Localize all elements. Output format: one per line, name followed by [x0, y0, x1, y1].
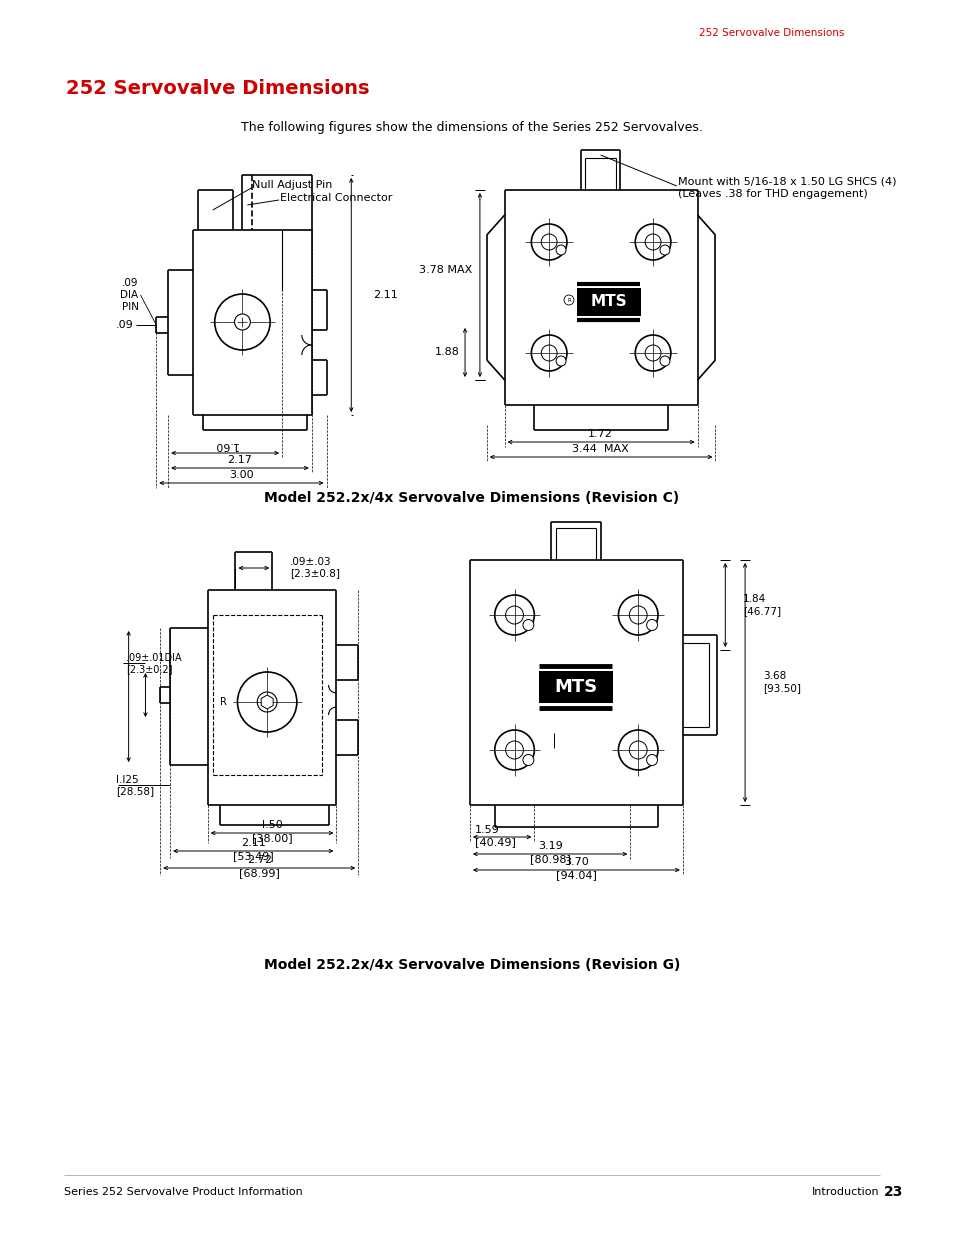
Text: Null Adjust Pin: Null Adjust Pin [252, 180, 333, 190]
Circle shape [522, 620, 534, 631]
Circle shape [646, 755, 657, 766]
Text: .09: .09 [115, 320, 133, 330]
Circle shape [257, 692, 276, 713]
Text: .09
DIA
PIN: .09 DIA PIN [120, 278, 138, 311]
Circle shape [659, 356, 669, 366]
Text: .09±.03: .09±.03 [290, 557, 332, 567]
Text: (Leaves .38 for THD engagement): (Leaves .38 for THD engagement) [677, 189, 866, 199]
Circle shape [635, 224, 670, 261]
Text: [94.04]: [94.04] [556, 869, 597, 881]
Circle shape [495, 595, 534, 635]
Text: Mount with 5/16-18 x 1.50 LG SHCS (4): Mount with 5/16-18 x 1.50 LG SHCS (4) [677, 177, 896, 186]
Circle shape [556, 245, 565, 254]
FancyBboxPatch shape [538, 671, 613, 703]
Text: Introduction: Introduction [811, 1187, 878, 1197]
Text: Model 252.2x/4x Servovalve Dimensions (Revision G): Model 252.2x/4x Servovalve Dimensions (R… [264, 958, 679, 972]
Text: R: R [219, 697, 226, 706]
Text: 3.78 MAX: 3.78 MAX [418, 266, 472, 275]
Text: l.l25: l.l25 [115, 776, 138, 785]
Circle shape [644, 345, 660, 361]
Text: 2.11: 2.11 [373, 290, 397, 300]
Text: 23: 23 [882, 1186, 902, 1199]
Circle shape [629, 606, 646, 624]
Text: 1.59: 1.59 [475, 825, 499, 835]
Circle shape [646, 620, 657, 631]
Text: 252 Servovalve Dimensions: 252 Servovalve Dimensions [699, 28, 843, 38]
Text: [28.58]: [28.58] [115, 785, 153, 797]
FancyBboxPatch shape [577, 288, 640, 316]
Text: R: R [566, 298, 570, 303]
Circle shape [540, 345, 557, 361]
Text: [68.99]: [68.99] [238, 868, 279, 878]
Text: 2.11: 2.11 [241, 839, 265, 848]
Text: Series 252 Servovalve Product Information: Series 252 Servovalve Product Informatio… [64, 1187, 303, 1197]
Text: [2.3±0.8]: [2.3±0.8] [290, 568, 339, 578]
Text: 3.00: 3.00 [229, 471, 253, 480]
Text: [2.3±0.2]: [2.3±0.2] [126, 664, 172, 674]
Circle shape [540, 233, 557, 249]
Text: l.50: l.50 [261, 820, 282, 830]
Text: 3.44  MAX: 3.44 MAX [572, 445, 628, 454]
Text: 3.70: 3.70 [563, 857, 588, 867]
Circle shape [563, 295, 574, 305]
Text: 3.19: 3.19 [537, 841, 562, 851]
Text: 3.68
[93.50]: 3.68 [93.50] [762, 671, 801, 693]
Text: .09±.01DIA: .09±.01DIA [126, 653, 181, 663]
Circle shape [531, 335, 566, 370]
Circle shape [237, 672, 296, 732]
Text: [40.49]: [40.49] [475, 837, 516, 847]
Circle shape [522, 755, 534, 766]
Circle shape [618, 595, 658, 635]
Text: [38.00]: [38.00] [252, 832, 293, 844]
Text: MTS: MTS [554, 678, 597, 697]
Circle shape [629, 741, 646, 760]
Text: 2.17: 2.17 [227, 454, 253, 466]
Text: [53.49]: [53.49] [233, 851, 274, 861]
Text: Model 252.2x/4x Servovalve Dimensions (Revision C): Model 252.2x/4x Servovalve Dimensions (R… [264, 492, 679, 505]
Circle shape [635, 335, 670, 370]
Circle shape [644, 233, 660, 249]
Circle shape [505, 741, 523, 760]
Circle shape [531, 224, 566, 261]
Circle shape [214, 294, 270, 350]
Circle shape [556, 356, 565, 366]
Text: 252 Servovalve Dimensions: 252 Servovalve Dimensions [66, 79, 370, 98]
Circle shape [505, 606, 523, 624]
Circle shape [618, 730, 658, 769]
Text: 1.84
[46.77]: 1.84 [46.77] [742, 594, 781, 616]
Circle shape [234, 314, 250, 330]
Text: 1.88: 1.88 [435, 347, 459, 357]
Text: 1.60: 1.60 [213, 440, 237, 450]
Text: 2.72: 2.72 [247, 855, 272, 864]
Text: [80.98]: [80.98] [529, 853, 570, 864]
Text: MTS: MTS [590, 294, 626, 310]
Circle shape [495, 730, 534, 769]
Text: Electrical Connector: Electrical Connector [280, 193, 392, 203]
Text: The following figures show the dimensions of the Series 252 Servovalves.: The following figures show the dimension… [241, 121, 702, 135]
Text: 1.72: 1.72 [588, 429, 613, 438]
Circle shape [659, 245, 669, 254]
